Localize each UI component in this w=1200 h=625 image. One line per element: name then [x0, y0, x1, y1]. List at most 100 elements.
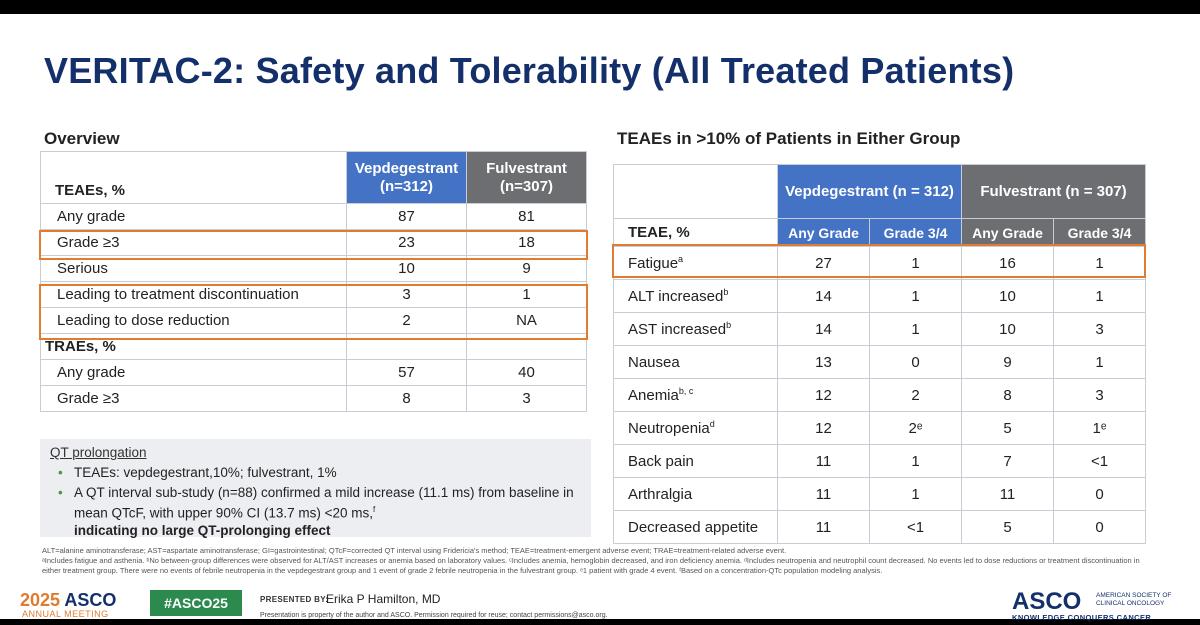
row-label-text: Arthralgia	[628, 486, 693, 503]
vep-any-grade-value: 27	[777, 246, 870, 280]
overview-table: TEAEs, % Vepdegestrant (n=312) Fulvestra…	[40, 151, 587, 412]
row-label: Fatiguea	[613, 246, 778, 280]
ful-any-grade-value: 11	[961, 477, 1054, 511]
qt-bullet-text: A QT interval sub-study (n=88) confirmed…	[74, 485, 574, 521]
ful-grade34-value: 1ᵉ	[1053, 411, 1146, 445]
ful-any-grade-value: 5	[961, 411, 1054, 445]
row-label: Grade ≥3	[40, 229, 347, 256]
table-row: Neutropeniad 12 2ᵉ 5 1ᵉ	[613, 411, 1146, 445]
footer: 2025 ASCO ANNUAL MEETING #ASCO25 PRESENT…	[0, 586, 1200, 622]
vep-any-grade-value: 12	[777, 411, 870, 445]
footnote-marker: d	[709, 419, 715, 429]
vep-any-grade-header: Any Grade	[777, 218, 870, 247]
vep-value: 87	[346, 203, 467, 230]
qt-bullet-bold: indicating no large QT-prolonging effect	[74, 522, 331, 538]
ful-grade34-value: 3	[1053, 378, 1146, 412]
ful-value: 3	[466, 385, 587, 412]
ful-grade34-value: 1	[1053, 345, 1146, 379]
ful-any-grade-header: Any Grade	[961, 218, 1054, 247]
footnote-notes: ᵃIncludes fatigue and asthenia. ᵇNo betw…	[42, 556, 1140, 575]
qt-bullet: A QT interval sub-study (n=88) confirmed…	[50, 484, 581, 539]
row-label: Nausea	[613, 345, 778, 379]
ful-grade34-value: <1	[1053, 444, 1146, 478]
overview-title: Overview	[44, 129, 120, 148]
ful-grade34-value: 0	[1053, 477, 1146, 511]
vep-any-grade-value: 14	[777, 312, 870, 346]
vep-grade34-header: Grade 3/4	[869, 218, 962, 247]
vep-any-grade-value: 13	[777, 345, 870, 379]
table-row: Any grade 87 81	[40, 203, 587, 230]
empty-cell	[346, 333, 467, 360]
row-label: Back pain	[613, 444, 778, 478]
row-label: Leading to dose reduction	[40, 307, 347, 334]
ful-grade34-value: 1	[1053, 246, 1146, 280]
table-row: Leading to dose reduction 2 NA	[40, 307, 587, 334]
vep-grade34-value: 0	[869, 345, 962, 379]
row-label-text: Anemia	[628, 387, 679, 404]
footnote-marker: f	[373, 505, 376, 514]
subheader-row: TEAE, % Any Grade Grade 3/4 Any Grade Gr…	[613, 218, 1146, 247]
vep-any-grade-value: 11	[777, 510, 870, 544]
row-label: Grade ≥3	[40, 385, 347, 412]
ful-any-grade-value: 10	[961, 312, 1054, 346]
vep-grade34-value: 1	[869, 444, 962, 478]
vep-header: Vepdegestrant (n=312)	[346, 151, 467, 204]
ful-any-grade-value: 10	[961, 279, 1054, 313]
trae-header: TRAEs, %	[40, 333, 347, 360]
row-label: Decreased appetite	[613, 510, 778, 544]
empty-cell	[613, 164, 778, 219]
row-label: Neutropeniad	[613, 411, 778, 445]
table-row: AST increasedb 14 1 10 3	[613, 312, 1146, 346]
presented-by-label: PRESENTED BY:	[260, 595, 329, 604]
teae-label-header: TEAE, %	[613, 218, 778, 247]
row-label: ALT increasedb	[613, 279, 778, 313]
meeting-year: 2025	[20, 590, 61, 610]
slide-title: VERITAC-2: Safety and Tolerability (All …	[44, 50, 1015, 91]
overview-header-row: TEAEs, % Vepdegestrant (n=312) Fulvestra…	[40, 151, 587, 204]
vep-grade34-value: 1	[869, 246, 962, 280]
meeting-asco: ASCO	[64, 590, 117, 610]
row-label: Arthralgia	[613, 477, 778, 511]
row-label: AST increasedb	[613, 312, 778, 346]
qt-bullet: TEAEs: vepdegestrant,10%; fulvestrant, 1…	[50, 464, 581, 481]
table-row: Grade ≥3 8 3	[40, 385, 587, 412]
table-row: Any grade 57 40	[40, 359, 587, 386]
teae-table: Vepdegestrant (n = 312) Fulvestrant (n =…	[613, 164, 1146, 544]
ful-value: 81	[466, 203, 587, 230]
trae-header-row: TRAEs, %	[40, 333, 587, 360]
footnote-marker: b, c	[678, 386, 694, 396]
row-label-text: Nausea	[628, 354, 680, 371]
ful-grade34-value: 1	[1053, 279, 1146, 313]
meeting-subtitle: ANNUAL MEETING	[22, 609, 109, 619]
row-label-text: Fatigue	[628, 255, 679, 272]
vep-grade34-value: <1	[869, 510, 962, 544]
footnote-marker: b	[726, 320, 732, 330]
row-label-text: Back pain	[628, 453, 694, 470]
asco-logo-side: AMERICAN SOCIETY OF CLINICAL ONCOLOGY	[1096, 592, 1172, 607]
qt-prolongation-box: QT prolongation TEAEs: vepdegestrant,10%…	[40, 439, 591, 539]
row-label-text: AST increased	[628, 321, 727, 338]
table-row: Anemiab, c 12 2 8 3	[613, 378, 1146, 412]
highlight-discontinuation	[39, 284, 588, 340]
table-row: Back pain 11 1 7 <1	[613, 444, 1146, 478]
table-row: ALT increasedb 14 1 10 1	[613, 279, 1146, 313]
highlight-grade3	[39, 230, 588, 260]
ful-grade34-value: 3	[1053, 312, 1146, 346]
vep-value: 57	[346, 359, 467, 386]
vep-grade34-value: 1	[869, 279, 962, 313]
slide: VERITAC-2: Safety and Tolerability (All …	[0, 14, 1200, 622]
footnote-marker: b	[723, 287, 729, 297]
ful-any-grade-value: 8	[961, 378, 1054, 412]
vep-grade34-value: 2ᵉ	[869, 411, 962, 445]
ful-any-grade-value: 5	[961, 510, 1054, 544]
ful-header: Fulvestrant (n=307)	[466, 151, 587, 204]
asco-tagline: KNOWLEDGE CONQUERS CANCER	[1012, 613, 1152, 622]
ful-grade34-header: Grade 3/4	[1053, 218, 1146, 247]
ful-any-grade-value: 9	[961, 345, 1054, 379]
highlight-fatigue	[612, 244, 1146, 278]
row-label: Any grade	[40, 203, 347, 230]
footnote-marker: a	[678, 254, 684, 264]
teae-body: Fatiguea 27 1 16 1 ALT increasedb 14 1 10 1 AST in…	[613, 246, 1146, 544]
table-row: Nausea 13 0 9 1	[613, 345, 1146, 379]
row-label-text: Decreased appetite	[628, 519, 759, 536]
